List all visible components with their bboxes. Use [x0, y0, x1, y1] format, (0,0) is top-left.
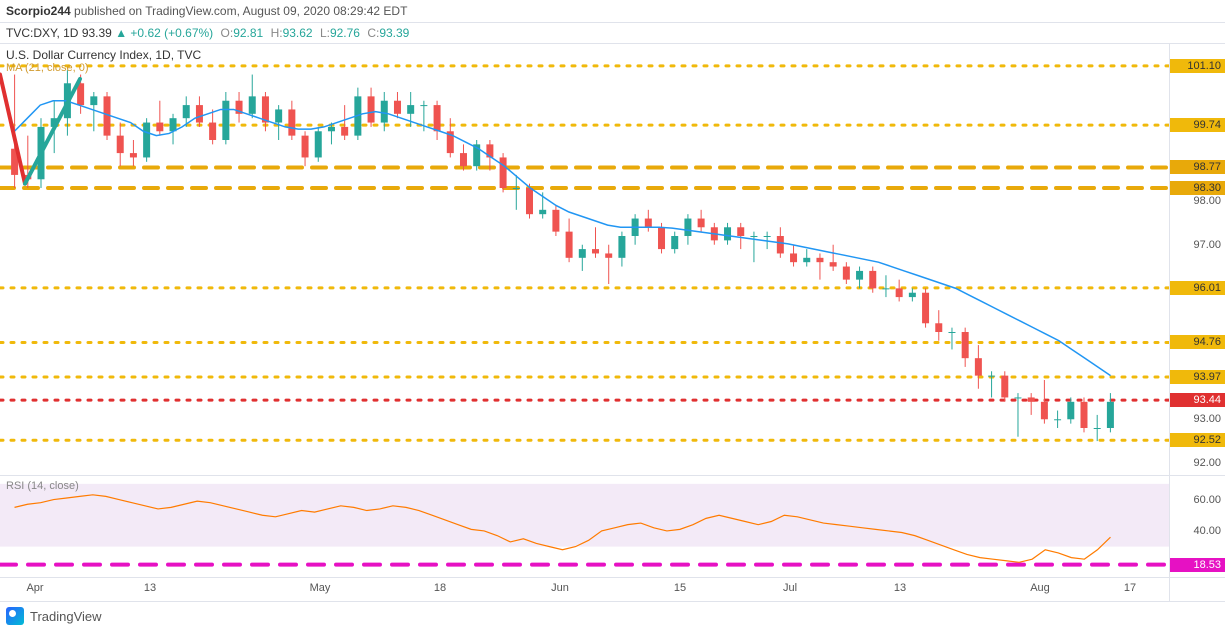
low-value: 92.76 [330, 26, 360, 40]
close-label: C: [367, 26, 379, 40]
time-tick: 13 [894, 582, 906, 594]
time-tick: 17 [1124, 582, 1136, 594]
ticker-bar: TVC:DXY, 1D 93.39 ▲ +0.62 (+0.67%) O:92.… [0, 23, 1225, 44]
price-pane[interactable]: U.S. Dollar Currency Index, 1D, TVC MA (… [0, 44, 1225, 476]
price-badge: 98.30 [1170, 181, 1225, 195]
price-badge: 99.74 [1170, 118, 1225, 132]
price-tick: 98.00 [1193, 195, 1221, 207]
tradingview-logo-icon [6, 607, 24, 625]
open-value: 92.81 [233, 26, 263, 40]
price-badge: 98.77 [1170, 160, 1225, 174]
high-value: 93.62 [283, 26, 313, 40]
price-axis[interactable]: 92.00 93.00 97.00 98.00 101.10 99.74 98.77 98.3… [1169, 44, 1225, 475]
time-axis-pane[interactable]: Apr 13 May 18 Jun 15 Jul 13 Aug 17 [0, 578, 1225, 602]
time-tick: Apr [26, 582, 43, 594]
chart-legend: U.S. Dollar Currency Index, 1D, TVC MA (… [6, 48, 201, 74]
price-tick: 92.00 [1193, 457, 1221, 469]
price-badge: 92.52 [1170, 433, 1225, 447]
price-badge: 101.10 [1170, 59, 1225, 73]
chart-container: U.S. Dollar Currency Index, 1D, TVC MA (… [0, 44, 1225, 602]
ticker-symbol: TVC:DXY, 1D [6, 26, 78, 40]
time-tick: Jul [783, 582, 797, 594]
rsi-axis[interactable]: 40.00 60.00 18.53 [1169, 476, 1225, 577]
open-label: O: [221, 26, 234, 40]
price-plot[interactable]: U.S. Dollar Currency Index, 1D, TVC MA (… [0, 44, 1169, 475]
rsi-tick: 40.00 [1193, 525, 1221, 537]
direction-icon: ▲ [115, 26, 127, 40]
rsi-tick: 60.00 [1193, 494, 1221, 506]
rsi-legend-box: RSI (14, close) [6, 480, 79, 492]
time-tick: May [310, 582, 331, 594]
time-tick: 13 [144, 582, 156, 594]
rsi-svg [0, 476, 1169, 577]
time-tick: 18 [434, 582, 446, 594]
price-badge: 94.76 [1170, 335, 1225, 349]
publish-timestamp: August 09, 2020 08:29:42 EDT [243, 4, 408, 18]
time-tick: Aug [1030, 582, 1050, 594]
time-tick: 15 [674, 582, 686, 594]
tradingview-label: TradingView [30, 609, 102, 624]
price-badge: 96.01 [1170, 281, 1225, 295]
author-name: Scorpio244 [6, 4, 71, 18]
publish-text: published on TradingView.com, [74, 4, 240, 18]
price-svg [0, 44, 1169, 475]
axis-spacer [1169, 578, 1225, 601]
rsi-legend: RSI (14, close) [6, 480, 79, 492]
rsi-plot[interactable]: RSI (14, close) [0, 476, 1169, 577]
chart-title: U.S. Dollar Currency Index, 1D, TVC [6, 48, 201, 62]
ma-legend: MA (21, close, 0) [6, 62, 201, 74]
rsi-badge: 18.53 [1170, 558, 1225, 572]
publish-header: Scorpio244 published on TradingView.com,… [0, 0, 1225, 23]
close-value: 93.39 [379, 26, 409, 40]
rsi-pane[interactable]: RSI (14, close) 40.00 60.00 18.53 [0, 476, 1225, 578]
ticker-change: +0.62 [130, 26, 160, 40]
price-tick: 93.00 [1193, 413, 1221, 425]
time-axis[interactable]: Apr 13 May 18 Jun 15 Jul 13 Aug 17 [0, 578, 1169, 601]
time-tick: Jun [551, 582, 569, 594]
price-badge: 93.97 [1170, 370, 1225, 384]
price-badge: 93.44 [1170, 393, 1225, 407]
low-label: L: [320, 26, 330, 40]
tradingview-footer[interactable]: TradingView [6, 607, 102, 625]
ticker-change-pct: (+0.67%) [164, 26, 213, 40]
high-label: H: [271, 26, 283, 40]
price-tick: 97.00 [1193, 239, 1221, 251]
ticker-last: 93.39 [82, 26, 112, 40]
